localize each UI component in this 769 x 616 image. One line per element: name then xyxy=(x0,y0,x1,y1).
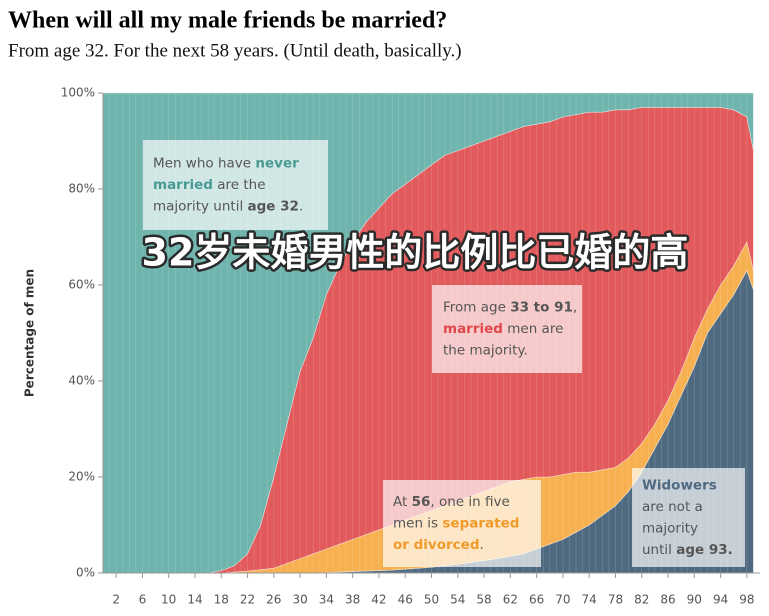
y-tick-label: 80% xyxy=(68,182,95,196)
annotation-text: men are xyxy=(503,321,563,337)
x-tick-label: 74 xyxy=(582,593,597,607)
x-tick-label: 86 xyxy=(660,593,675,607)
x-tick-label: 82 xyxy=(634,593,649,607)
x-tick-label: 54 xyxy=(450,593,465,607)
annotation-text: 56 xyxy=(412,494,431,510)
annotation-text: married xyxy=(153,177,213,193)
x-tick-label: 14 xyxy=(187,593,202,607)
annotation-text: separated xyxy=(442,516,519,532)
annotation-text: , one in five xyxy=(430,494,509,510)
x-tick-label: 50 xyxy=(424,593,439,607)
annotation-line: married are the xyxy=(153,177,266,193)
annotation-text: . xyxy=(479,537,483,553)
annotation-text: age 32 xyxy=(248,199,299,215)
annotation-text: From age xyxy=(443,300,510,316)
x-tick-label: 38 xyxy=(345,593,360,607)
x-tick-label: 62 xyxy=(503,593,518,607)
annotation-text: are the xyxy=(213,177,266,193)
x-tick-label: 34 xyxy=(319,593,334,607)
annotation-text: men is xyxy=(393,516,442,532)
annotation-box xyxy=(383,480,541,567)
annotation-text: or divorced xyxy=(393,537,479,553)
x-tick-label: 30 xyxy=(292,593,307,607)
x-tick-label: 90 xyxy=(687,593,702,607)
annotation-text: Men who have xyxy=(153,156,255,172)
annotation-text: are not a xyxy=(642,499,703,515)
x-tick-label: 26 xyxy=(266,593,281,607)
annotation-box xyxy=(143,140,328,230)
y-tick-label: 20% xyxy=(68,470,95,484)
x-tick-label: 66 xyxy=(529,593,544,607)
annotation-text: . xyxy=(299,199,303,215)
annotation-box xyxy=(432,285,582,373)
x-tick-label: 78 xyxy=(608,593,623,607)
annotation-text: Widowers xyxy=(642,477,717,493)
x-tick-label: 18 xyxy=(214,593,229,607)
annotation-text: majority until xyxy=(153,199,248,215)
chart-title: When will all my male friends be married… xyxy=(8,8,447,34)
annotation-line: majority until age 32. xyxy=(153,199,303,215)
x-tick-label: 98 xyxy=(739,593,754,607)
annotation-line: Widowers xyxy=(642,477,717,493)
annotation-box xyxy=(632,468,745,567)
overlay-caption: 32岁未婚男性的比例比已婚的高 xyxy=(142,231,689,275)
annotation-line: until age 93. xyxy=(642,542,733,558)
annotation-text: majority xyxy=(642,520,698,536)
annotation-text: 33 to 91 xyxy=(510,300,573,316)
x-tick-label: 22 xyxy=(240,593,255,607)
x-tick-label: 58 xyxy=(476,593,491,607)
chart-subtitle: From age 32. For the next 58 years. (Unt… xyxy=(8,40,462,61)
annotation-line: married men are xyxy=(443,321,563,337)
annotation-line: From age 33 to 91, xyxy=(443,300,577,316)
x-tick-label: 6 xyxy=(139,593,147,607)
annotation-text: , xyxy=(573,300,577,316)
y-axis-title: Percentage of men xyxy=(23,269,37,397)
x-tick-label: 70 xyxy=(555,593,570,607)
x-tick-label: 46 xyxy=(398,593,413,607)
annotation-line: are not a xyxy=(642,499,703,515)
annotation-line: men is separated xyxy=(393,516,519,532)
annotation-text: married xyxy=(443,321,503,337)
annotation-line: majority xyxy=(642,520,698,536)
x-tick-label: 42 xyxy=(371,593,386,607)
annotation-text: until xyxy=(642,542,676,558)
y-tick-label: 100% xyxy=(61,86,95,100)
x-tick-label: 10 xyxy=(161,593,176,607)
annotation-text: age 93. xyxy=(676,542,733,558)
x-tick-label: 2 xyxy=(112,593,120,607)
annotation-text: At xyxy=(393,494,412,510)
y-tick-label: 60% xyxy=(68,278,95,292)
annotation-line: At 56, one in five xyxy=(393,494,510,510)
annotation-text: the majority. xyxy=(443,343,528,359)
x-tick-label: 94 xyxy=(713,593,728,607)
annotation-text: never xyxy=(255,156,299,172)
y-tick-label: 40% xyxy=(68,374,95,388)
annotation-line: the majority. xyxy=(443,343,528,359)
annotation-line: Men who have never xyxy=(153,156,299,172)
annotation-line: or divorced. xyxy=(393,537,484,553)
y-tick-label: 0% xyxy=(76,566,95,580)
